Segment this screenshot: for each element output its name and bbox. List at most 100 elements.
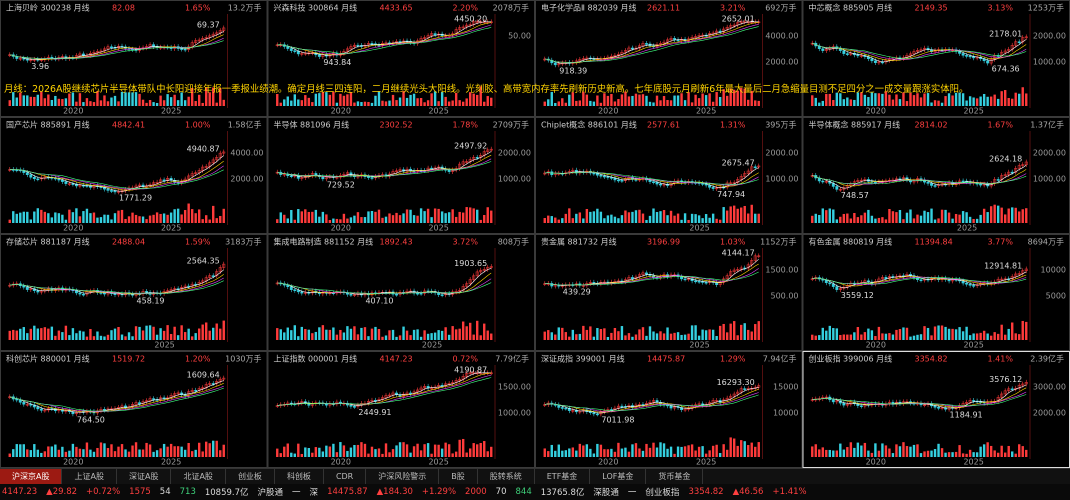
volume-bar [842,213,846,223]
volume-bar [416,329,419,340]
candle-body [884,277,888,279]
volume-bar [290,210,293,223]
volume-bar [454,329,458,340]
volume-bar [909,209,912,223]
volume-bar [145,325,148,340]
volume-bar [64,325,68,340]
candle-body [753,166,757,169]
volume-bar [451,100,454,106]
volume-bar [554,217,557,223]
candle-body [736,391,740,395]
tab[interactable]: 沪深京A股 [0,469,63,485]
volume-bar [701,93,704,106]
volume-bar [662,443,666,457]
volume-bar [349,328,353,340]
volume-bar [814,213,817,223]
moving-average [277,372,492,406]
moving-average [544,394,759,412]
tab[interactable]: 科创板 [275,469,324,485]
volume-bar [297,209,300,223]
volume-bar [360,217,363,223]
volume-bar [736,208,739,223]
candle-body [162,179,166,182]
volume-bar [148,215,152,223]
volume-bar [85,442,89,457]
tab[interactable]: 北证A股 [171,469,226,485]
volume-bar [50,326,54,340]
volume-bar [117,326,120,340]
candle-body [1024,161,1028,165]
volume-bar [26,333,29,340]
volume-bar [356,212,360,223]
candle-body [662,183,666,186]
candle-body [204,166,208,168]
volume-bar [215,440,218,457]
volume-bar [1007,98,1010,106]
candle-body [423,386,427,389]
volume-bar [620,94,624,106]
x-axis-label: 2025 [957,224,977,233]
candle-body [138,184,142,187]
volume-bar [592,211,596,223]
volume-bar [996,98,1000,106]
volume-bar [384,443,388,457]
volume-bar [290,330,293,340]
volume-bar [419,98,423,106]
volume-bar [747,99,750,106]
volume-bar [15,97,18,106]
candle-body [391,392,395,396]
candle-body [662,41,666,44]
tab[interactable]: 创业板 [226,469,275,485]
volume-bar [1003,334,1007,340]
volume-bar [676,332,680,340]
tab[interactable]: 上证A股 [62,469,117,485]
tab[interactable]: 深证A股 [117,469,172,485]
candle-body [1014,273,1018,277]
volume-bar [923,210,926,223]
volume-bar [828,208,831,223]
volume-bar [954,329,958,340]
volume-bar [54,95,57,106]
volume-bar [648,215,652,223]
volume-bar [430,453,433,457]
volume-bar [839,334,842,340]
candle-body [479,269,483,273]
panel-pct: 1.31% [720,121,746,130]
candle-body [856,180,860,183]
candle-body [725,27,729,30]
moving-average [9,280,224,294]
panel-volume: 13.2万手 [228,3,262,13]
volume-bar [391,215,395,223]
volume-bar [138,326,141,340]
panel-volume: 7.94亿手 [763,354,797,364]
volume-bar [708,93,711,106]
volume-bar [409,452,412,457]
volume-bar [708,450,711,457]
volume-bar [173,446,176,457]
volume-bar [201,324,204,340]
tab[interactable]: CDR [324,469,367,485]
volume-bar [902,92,905,106]
tab[interactable]: 股转系统 [478,469,535,485]
volume-bar [384,101,388,106]
volume-bar [120,444,124,457]
volume-bar [381,453,384,457]
volume-bar [61,332,64,340]
volume-bar [568,448,571,457]
volume-bar [461,212,465,223]
panel-title: 集成电路制造 881152 月线 [274,237,374,247]
volume-bar [82,102,85,106]
volume-bar [821,100,824,106]
tab[interactable]: 沪深风险警示 [366,469,440,485]
volume-bar [933,100,937,106]
volume-bar [722,89,725,106]
volume-bar [276,448,279,457]
candle-body [468,24,472,26]
tab[interactable]: 货币基金 [646,469,704,485]
tab[interactable]: ETF基金 [535,469,591,485]
tab[interactable]: B股 [439,469,478,485]
volume-bar [89,329,92,340]
high-label: 2564.35 [187,257,220,266]
moving-average [9,383,224,413]
tab[interactable]: LOF基金 [590,469,647,485]
